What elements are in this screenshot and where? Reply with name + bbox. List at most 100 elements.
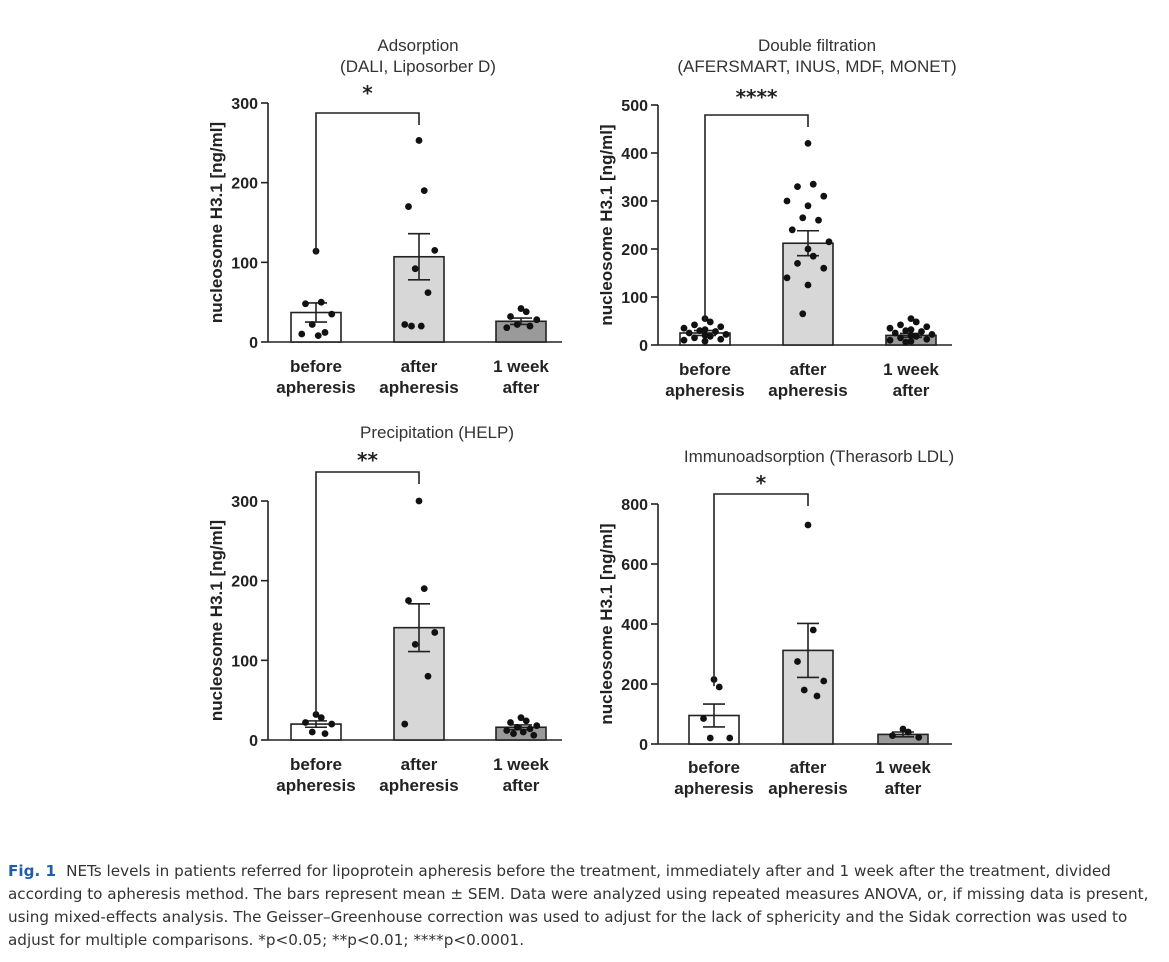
x-category-label-line2: apheresis bbox=[674, 779, 753, 798]
data-point bbox=[715, 683, 723, 691]
data-point bbox=[691, 334, 698, 342]
data-point bbox=[923, 323, 931, 331]
data-point bbox=[526, 725, 534, 733]
data-point bbox=[317, 714, 325, 722]
data-point bbox=[899, 725, 907, 733]
chart-title-line: (DALI, Liposorber D) bbox=[340, 57, 496, 76]
data-point bbox=[401, 720, 409, 728]
y-tick-label: 400 bbox=[621, 617, 648, 634]
data-point bbox=[408, 322, 415, 330]
data-point bbox=[302, 719, 309, 726]
x-category-label-line1: after bbox=[401, 357, 438, 376]
data-point bbox=[530, 731, 538, 739]
y-tick-label: 300 bbox=[621, 194, 648, 211]
data-point bbox=[685, 329, 693, 337]
data-point bbox=[680, 336, 688, 344]
data-point bbox=[328, 310, 336, 318]
figure-caption: Fig. 1 NETs levels in patients referred f… bbox=[8, 860, 1158, 952]
y-tick-label: 200 bbox=[621, 677, 648, 694]
x-category-label-line2: after bbox=[503, 378, 540, 397]
y-tick-label: 100 bbox=[231, 255, 258, 272]
data-point bbox=[706, 734, 714, 742]
data-point bbox=[526, 322, 534, 330]
data-point bbox=[417, 322, 425, 330]
data-point bbox=[928, 331, 936, 338]
data-point bbox=[799, 310, 807, 318]
data-point bbox=[415, 497, 423, 505]
chart-adsorption: Adsorption (DALI, Liposorber D) nucleosome… bbox=[207, 36, 562, 397]
data-point bbox=[420, 187, 428, 195]
y-axis-label: nucleosome H3.1 [ng/ml] bbox=[597, 523, 616, 724]
data-point bbox=[424, 672, 432, 680]
data-point bbox=[510, 730, 517, 738]
data-point bbox=[405, 597, 412, 604]
x-category-label-line2: apheresis bbox=[665, 381, 744, 400]
significance-bracket bbox=[315, 471, 420, 715]
data-point bbox=[411, 641, 419, 648]
data-point bbox=[308, 728, 316, 736]
significance-bracket bbox=[315, 112, 420, 254]
x-category-label-line1: 1 week bbox=[493, 755, 549, 774]
data-point bbox=[794, 183, 801, 191]
data-point bbox=[788, 226, 796, 234]
data-point bbox=[401, 321, 409, 328]
data-point bbox=[912, 318, 920, 326]
data-point bbox=[907, 326, 915, 334]
data-point bbox=[706, 318, 714, 326]
x-category-label-line1: after bbox=[790, 360, 827, 379]
significance-bracket bbox=[713, 493, 809, 687]
caption-text: NETs levels in patients referred for lip… bbox=[8, 862, 1149, 949]
data-point bbox=[513, 321, 521, 328]
y-tick-label: 300 bbox=[231, 494, 258, 511]
data-point bbox=[804, 521, 812, 529]
data-point bbox=[517, 714, 525, 722]
data-point bbox=[302, 300, 309, 308]
x-category-label-line1: before bbox=[688, 758, 740, 777]
significance-label: * bbox=[362, 81, 373, 105]
data-point bbox=[321, 730, 329, 738]
data-point bbox=[897, 321, 904, 329]
data-point bbox=[889, 732, 896, 739]
x-category-label-line1: before bbox=[290, 357, 342, 376]
chart-title-line: Immunoadsorption (Therasorb LDL) bbox=[684, 447, 954, 466]
data-point bbox=[503, 324, 511, 332]
data-point bbox=[507, 313, 514, 320]
data-point bbox=[431, 246, 439, 254]
data-point bbox=[794, 658, 801, 665]
y-tick-label: 300 bbox=[231, 96, 258, 113]
y-tick-label: 800 bbox=[621, 497, 648, 514]
significance-label: **** bbox=[736, 85, 778, 109]
data-point bbox=[712, 328, 719, 335]
data-point bbox=[907, 315, 915, 322]
data-point bbox=[799, 214, 807, 222]
data-point bbox=[809, 626, 817, 634]
data-point bbox=[891, 329, 899, 337]
data-point bbox=[820, 264, 828, 272]
y-tick-label: 100 bbox=[621, 290, 648, 307]
chart-immunoadsorption: Immunoadsorption (Therasorb LDL) nucleoso… bbox=[597, 447, 954, 798]
figure-label: Fig. 1 bbox=[8, 862, 57, 880]
y-tick-label: 200 bbox=[621, 242, 648, 259]
data-point bbox=[701, 337, 709, 345]
significance-label: * bbox=[756, 471, 767, 495]
x-category-label-line2: after bbox=[503, 776, 540, 795]
x-category-label-line2: apheresis bbox=[276, 378, 355, 397]
significance-label: ** bbox=[357, 448, 378, 472]
x-category-label-line2: after bbox=[893, 381, 930, 400]
data-point bbox=[794, 260, 801, 267]
bar-2 bbox=[782, 649, 834, 745]
data-point bbox=[897, 334, 904, 342]
data-point bbox=[804, 281, 812, 289]
data-point bbox=[804, 140, 812, 147]
y-axis-label: nucleosome H3.1 [ng/ml] bbox=[207, 520, 226, 721]
data-point bbox=[706, 332, 714, 340]
x-category-label-line1: before bbox=[290, 755, 342, 774]
x-category-label-line2: apheresis bbox=[768, 779, 847, 798]
data-point bbox=[912, 332, 920, 340]
data-point bbox=[804, 202, 812, 210]
x-category-label-line1: 1 week bbox=[883, 360, 939, 379]
x-category-label-line2: apheresis bbox=[379, 378, 458, 397]
y-tick-label: 0 bbox=[639, 338, 648, 355]
data-point bbox=[800, 686, 808, 694]
x-category-label-line2: apheresis bbox=[379, 776, 458, 795]
